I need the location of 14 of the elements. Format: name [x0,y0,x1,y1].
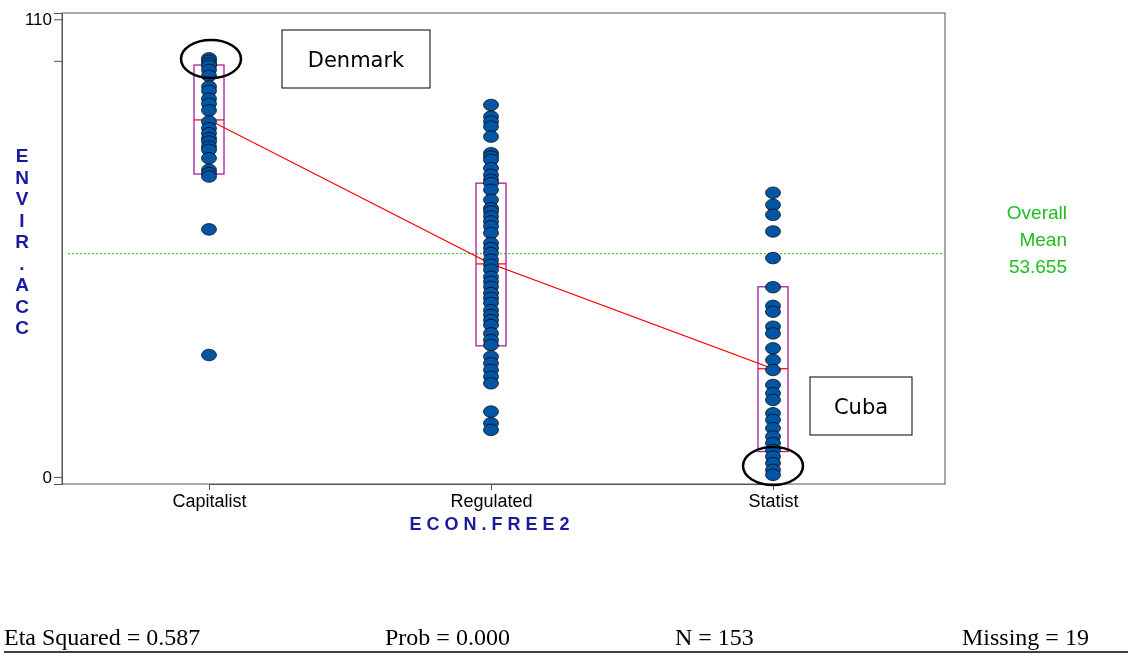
annotation: Denmark [307,48,406,72]
text: Prob = 0.000 [385,624,510,650]
x-tick-label: Capitalist [172,490,247,511]
x-tick-label: Statist [748,490,799,511]
text: Eta Squared = 0.587 [4,624,201,650]
x-tick-label: Regulated [450,490,533,511]
annotation: Cuba [833,395,889,419]
ref-line-label: Overall Mean 53.655 [1006,201,1067,277]
text: ENVIR.ACC [15,145,29,338]
text: Missing = 19 [962,624,1089,650]
y-tick-label: 0 [42,467,52,487]
x-axis-title: ECON.FREE2 [409,514,575,534]
y-tick-label: 110 [24,10,52,30]
text: N = 153 [675,624,754,650]
